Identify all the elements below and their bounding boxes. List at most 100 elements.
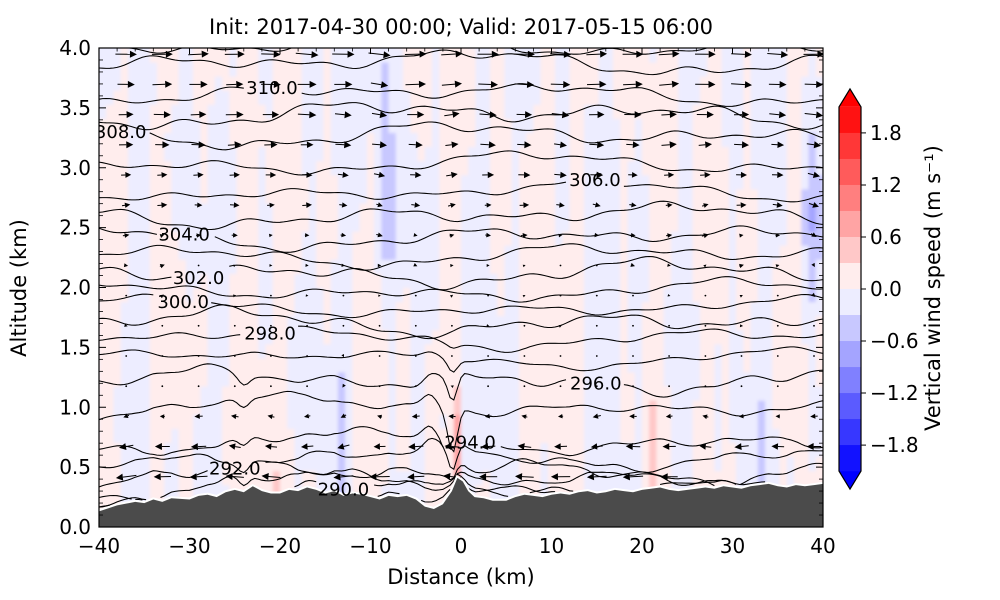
wind-arrow-dot (523, 324, 526, 327)
terrain-fill (99, 477, 823, 527)
wind-arrow-head (237, 50, 245, 58)
wind-arrow-dot (813, 355, 815, 357)
colorbar-tick-label: −1.2 (870, 381, 919, 405)
wind-arrow-dot (270, 385, 272, 388)
wind-arrow-head (344, 141, 352, 149)
colorbar-label: Vertical wind speed (m s⁻¹) (921, 145, 945, 431)
wind-arrow-shaft (268, 476, 281, 478)
wind-arrow-head (342, 383, 346, 388)
wind-arrow-head (455, 50, 463, 58)
y-tick-label: 3.0 (59, 156, 91, 180)
y-tick-label: 0.0 (59, 515, 91, 539)
wind-arrow-dot (668, 385, 670, 388)
wind-arrow-head (161, 202, 168, 208)
wind-arrow-shaft (658, 53, 673, 56)
x-tick-label: 30 (720, 534, 745, 558)
wind-arrow-dot (595, 264, 598, 267)
wind-arrow-head (739, 295, 743, 298)
wind-arrow-head (341, 232, 347, 238)
wind-arrow-dot (197, 264, 200, 267)
colorbar-tick-label: −1.8 (870, 433, 919, 457)
wind-arrow-head (563, 50, 571, 58)
wind-arrow-head (306, 171, 313, 178)
wind-arrow-dot (776, 324, 779, 327)
wind-arrow-shaft (593, 475, 607, 478)
wind-arrow-shaft (335, 143, 345, 146)
wind-arrow-shaft (478, 83, 492, 85)
wind-arrow-head (196, 233, 202, 238)
wind-arrow-head (454, 80, 462, 88)
wind-arrow-shaft (597, 415, 601, 417)
wind-arrow-shaft (554, 143, 561, 146)
wind-arrow-dot (125, 294, 128, 297)
wind-arrow-shaft (589, 143, 598, 146)
contour-line-299 (99, 304, 823, 340)
wind-arrow-head (631, 172, 638, 178)
wind-arrow-dot (740, 355, 743, 357)
wind-arrow-shaft (441, 83, 456, 86)
wind-arrow-head (341, 202, 348, 208)
wind-arrow-head (337, 443, 345, 450)
y-tick-label: 1.5 (59, 335, 91, 359)
wind-arrow-shaft (592, 203, 596, 206)
wind-arrow-dot (270, 294, 272, 297)
wind-arrow-head (777, 171, 784, 178)
wind-arrow-shaft (340, 475, 354, 478)
wind-arrow-shaft (705, 446, 712, 448)
wind-arrow-head (668, 172, 675, 178)
wind-arrow-shaft (659, 83, 673, 86)
wind-arrow-head (554, 443, 561, 450)
wind-arrow-head (517, 443, 525, 450)
wind-arrow-head (521, 414, 527, 419)
wind-arrow-dot (595, 294, 598, 297)
wind-arrow-shaft (661, 144, 670, 146)
wind-arrow-head (596, 171, 604, 179)
wind-arrow-head (625, 443, 633, 450)
colorbar-segment (839, 210, 861, 238)
wind-arrow-head (484, 413, 490, 419)
wind-arrow-head (225, 473, 233, 480)
wind-arrow-head (662, 443, 670, 450)
wind-arrow-dot (414, 294, 417, 297)
wind-arrow-head (522, 295, 526, 298)
wind-arrow-head (739, 233, 744, 238)
wind-arrow-head (124, 323, 128, 327)
wind-arrow-head (703, 264, 707, 268)
wind-arrow-head (635, 80, 643, 88)
wind-arrow-dot (161, 385, 164, 388)
wind-arrow-head (486, 264, 490, 267)
wind-arrow-head (486, 324, 490, 327)
colorbar-segment (839, 184, 861, 212)
wind-arrow-head (777, 141, 785, 148)
wind-arrow-head (586, 473, 595, 481)
wind-arrow-head (631, 233, 636, 238)
wind-arrow-head (301, 443, 308, 450)
wind-arrow-shaft (661, 114, 670, 116)
colorbar-extend-top (839, 88, 861, 107)
wind-arrow-head (309, 111, 317, 119)
wind-arrow-head (812, 202, 819, 208)
wind-arrow-head (165, 50, 173, 58)
wind-arrow-head (524, 171, 531, 179)
wind-arrow-head (189, 473, 197, 481)
wind-arrow-head (125, 172, 132, 178)
contour-label-310: 310.0 (246, 78, 298, 99)
wind-arrow-head (126, 141, 134, 149)
wind-arrow-shaft (451, 446, 460, 448)
colorbar-segment (839, 393, 861, 420)
y-tick-label: 2.0 (59, 276, 91, 300)
generated-plot-layers: 290.0292.0294.0296.0298.0300.0302.0304.0… (59, 36, 919, 558)
wind-arrow-head (449, 294, 454, 298)
colorbar-tick-label: 1.8 (870, 121, 902, 145)
wind-arrow-head (270, 141, 278, 149)
wind-arrow-shaft (370, 82, 382, 86)
contour-line-306 (99, 181, 823, 203)
contour-line-294 (99, 425, 823, 457)
wind-arrow-dot (559, 385, 562, 388)
contour-labels: 290.0 292.0 294.0 296.0 298.0 300.0 302.0 304.0… (99, 78, 622, 500)
wind-arrow-head (630, 262, 635, 267)
wind-arrow-head (524, 141, 532, 149)
wind-arrow-shaft (810, 233, 813, 235)
wind-arrow-head (377, 263, 382, 268)
